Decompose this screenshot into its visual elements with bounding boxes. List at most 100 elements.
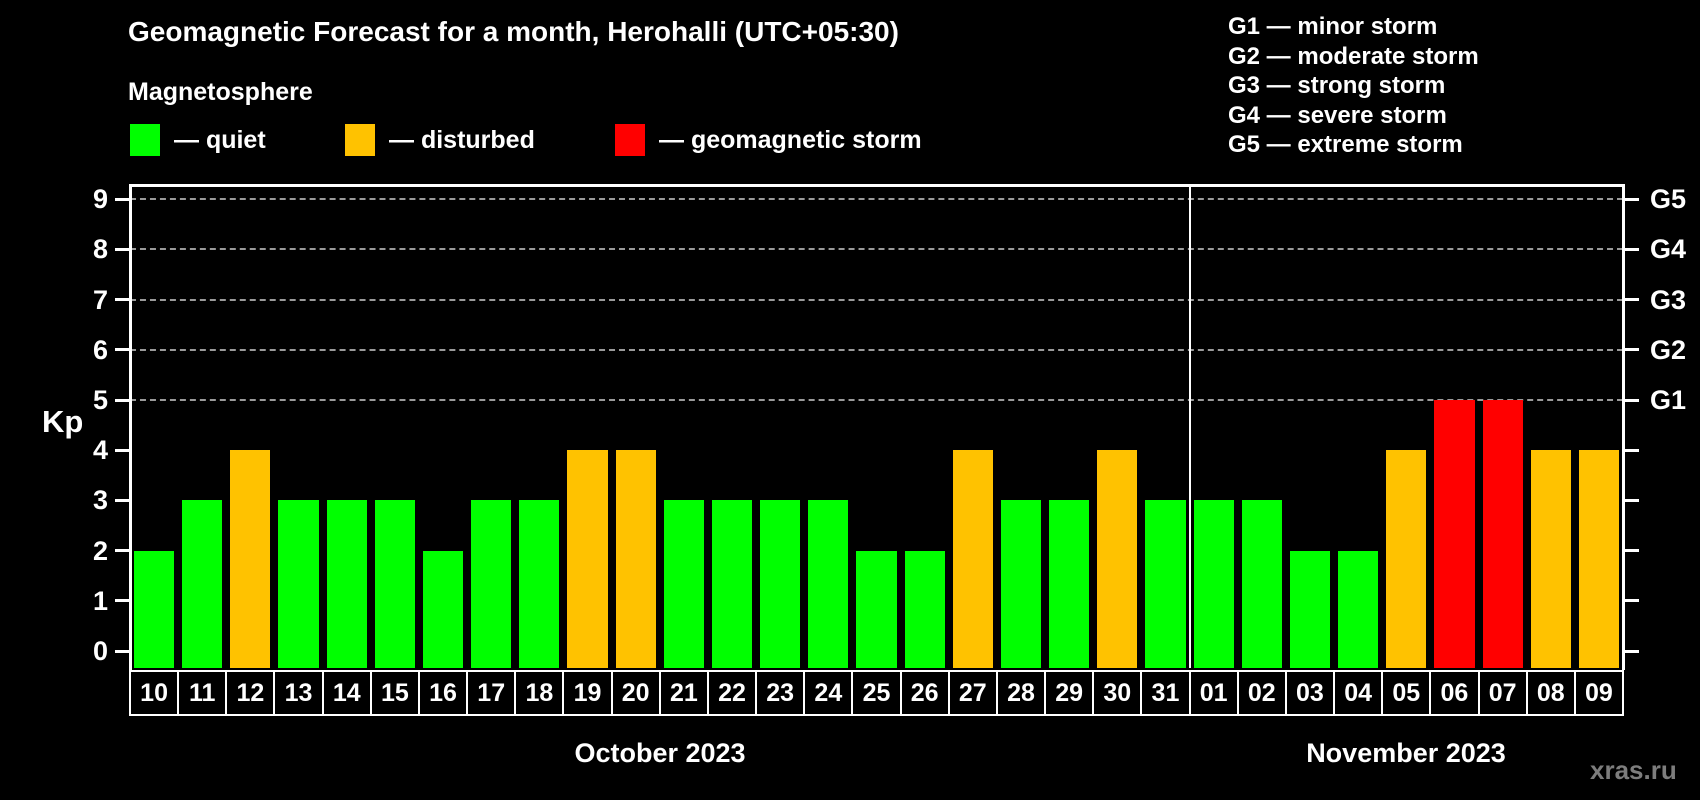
- day-label-12: 12: [225, 670, 276, 716]
- gridline-kp6: [130, 348, 1623, 351]
- y-tick-right-6: [1623, 348, 1639, 352]
- legend-item-disturbed: — disturbed: [345, 124, 535, 156]
- month-label-november: November 2023: [1306, 738, 1506, 768]
- gridline-kp9: [130, 198, 1623, 201]
- day-label-18: 18: [514, 670, 565, 716]
- legend-label-disturbed: — disturbed: [389, 125, 535, 154]
- day-label-23: 23: [755, 670, 806, 716]
- kp-bar-day-15: [374, 500, 415, 668]
- day-label-25: 25: [851, 670, 902, 716]
- y-tick-label-9: 9: [92, 184, 108, 215]
- y-tick-left-0: [115, 649, 130, 653]
- g-scale-legend: G1 — minor storm G2 — moderate storm G3 …: [1228, 12, 1479, 160]
- kp-bar-day-03: [1289, 550, 1331, 668]
- kp-bar-day-31: [1145, 500, 1186, 668]
- day-label-13: 13: [273, 670, 324, 716]
- y-tick-label-8: 8: [92, 234, 108, 265]
- day-label-28: 28: [995, 670, 1047, 716]
- y-tick-right-3: [1623, 498, 1639, 502]
- month-divider: [1188, 185, 1191, 668]
- day-label-27: 27: [947, 670, 998, 716]
- y-tick-right-7: [1623, 298, 1639, 302]
- g-axis-label-G5: G5: [1650, 184, 1687, 215]
- y-tick-label-5: 5: [92, 385, 108, 415]
- y-tick-right-8: [1623, 247, 1639, 251]
- g3-legend-line: G3 — strong storm: [1228, 72, 1446, 99]
- y-tick-right-9: [1623, 197, 1639, 201]
- gridline-kp5: [130, 399, 1623, 401]
- kp-bar-day-20: [615, 450, 656, 668]
- kp-bar-day-18: [519, 500, 560, 668]
- kp-bar-day-01: [1193, 500, 1234, 668]
- y-tick-left-1: [115, 599, 130, 603]
- y-tick-right-4: [1623, 448, 1639, 452]
- y-tick-label-7: 7: [92, 284, 108, 315]
- y-tick-right-5: [1623, 398, 1639, 402]
- gridline-kp7: [130, 298, 1623, 301]
- gridline-kp8: [130, 248, 1623, 251]
- y-axis-line: [128, 183, 132, 670]
- kp-bar-day-21: [663, 500, 704, 668]
- kp-bar-day-08: [1530, 450, 1571, 668]
- day-label-29: 29: [1044, 670, 1095, 716]
- kp-bar-day-09: [1578, 450, 1619, 668]
- g2-legend-line: G2 — moderate storm: [1228, 42, 1479, 70]
- y-tick-left-4: [115, 448, 130, 452]
- g4-legend-line: G4 — severe storm: [1228, 101, 1447, 129]
- day-label-05: 05: [1381, 670, 1432, 716]
- g-axis-label-G4: G4: [1650, 234, 1687, 265]
- magnetosphere-label: Magnetosphere: [128, 78, 313, 106]
- y-tick-left-8: [115, 247, 130, 251]
- y-tick-left-3: [115, 498, 130, 502]
- day-label-21: 21: [658, 670, 709, 716]
- y-tick-right-2: [1623, 549, 1639, 553]
- storm-color-swatch: [615, 124, 645, 156]
- kp-bar-day-30: [1097, 450, 1138, 668]
- legend-item-storm: — geomagnetic storm: [615, 124, 922, 156]
- kp-bar-day-27: [952, 450, 993, 668]
- kp-bar-day-24: [808, 500, 849, 668]
- kp-bar-day-05: [1386, 450, 1427, 668]
- y-tick-label-3: 3: [92, 485, 108, 516]
- kp-bar-day-16: [422, 550, 464, 668]
- watermark: xras.ru: [1590, 755, 1677, 785]
- kp-bar-day-25: [856, 550, 897, 668]
- y-tick-right-0: [1623, 649, 1639, 653]
- day-label-03: 03: [1284, 670, 1336, 716]
- kp-bar-day-29: [1049, 500, 1090, 668]
- legend-label-quiet: — quiet: [174, 125, 266, 154]
- g-axis-label-G1: G1: [1650, 385, 1687, 415]
- day-label-31: 31: [1140, 670, 1191, 716]
- day-label-24: 24: [803, 670, 854, 716]
- y-axis-title: Kp: [42, 404, 84, 439]
- day-label-22: 22: [706, 670, 758, 716]
- y-tick-label-6: 6: [92, 334, 108, 365]
- y-tick-left-7: [115, 298, 130, 302]
- y-tick-label-4: 4: [92, 435, 108, 466]
- plot-border-top: [128, 183, 1625, 187]
- month-label-october: October 2023: [574, 738, 746, 768]
- day-label-02: 02: [1236, 670, 1287, 716]
- day-label-26: 26: [899, 670, 950, 716]
- y-tick-left-2: [115, 549, 130, 553]
- day-label-01: 01: [1188, 670, 1239, 716]
- right-axis-line: [1621, 183, 1625, 670]
- day-label-04: 04: [1333, 670, 1384, 716]
- day-label-08: 08: [1525, 670, 1576, 716]
- day-label-06: 06: [1429, 670, 1480, 716]
- legend-label-storm: — geomagnetic storm: [659, 125, 922, 154]
- kp-bar-day-02: [1241, 500, 1282, 668]
- day-label-16: 16: [417, 670, 469, 716]
- kp-bar-day-10: [134, 550, 175, 668]
- kp-bar-day-04: [1338, 550, 1379, 668]
- day-label-19: 19: [562, 670, 613, 716]
- day-label-11: 11: [177, 670, 228, 716]
- g5-legend-line: G5 — extreme storm: [1228, 131, 1463, 158]
- g-axis-label-G2: G2: [1650, 334, 1687, 365]
- y-tick-left-9: [115, 197, 130, 201]
- y-tick-left-6: [115, 348, 130, 352]
- legend-item-quiet: — quiet: [130, 124, 266, 156]
- kp-bar-day-14: [326, 500, 367, 668]
- y-tick-label-2: 2: [92, 535, 108, 566]
- day-label-15: 15: [369, 670, 420, 716]
